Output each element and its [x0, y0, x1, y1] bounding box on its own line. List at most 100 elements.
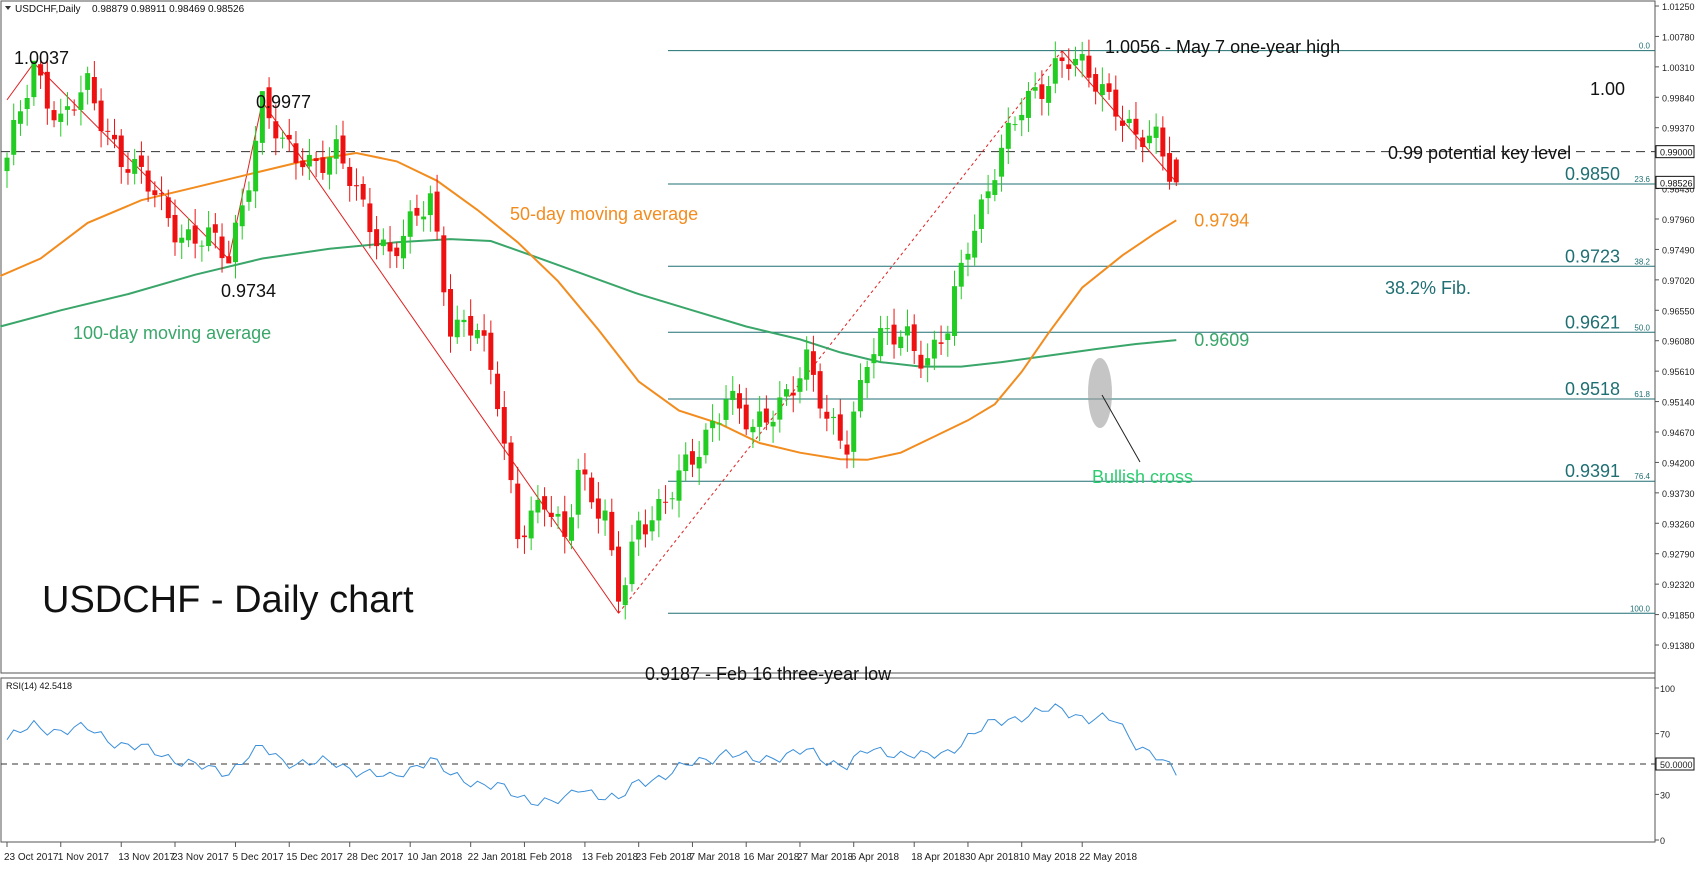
candle-body: [1046, 86, 1052, 103]
fib-ratio-label: 0.0: [1639, 42, 1651, 51]
rsi-layer: RSI(14) 42.5418: [6, 681, 1177, 807]
rsi-midline-box: [1655, 757, 1695, 771]
candle-body: [300, 160, 306, 168]
header-dropdown-icon[interactable]: [5, 6, 11, 10]
candle-body: [1086, 55, 1092, 78]
axis-layer: 1.01250 1.00780 1.00310 0.99840 0.99370 0.984…: [4, 2, 1695, 863]
candle-body: [622, 585, 628, 606]
candle-body: [253, 140, 259, 192]
candle-body: [199, 245, 205, 247]
candle-body: [676, 470, 682, 501]
date-tick-label: 1 Feb 2018: [521, 852, 572, 863]
candle-body: [602, 510, 608, 521]
candle-body: [992, 180, 998, 195]
rsi-label: RSI(14) 42.5418: [6, 681, 72, 691]
price-tick-label: 0.93730: [1662, 489, 1695, 499]
price-tick-label: 0.93260: [1662, 519, 1695, 529]
candle-body: [575, 469, 581, 515]
candle-body: [165, 197, 171, 219]
candle-body: [1167, 153, 1173, 182]
date-tick-label: 23 Oct 2017: [4, 852, 59, 863]
fib-ratio-label: 76.4: [1634, 472, 1650, 481]
candle-body: [743, 404, 749, 430]
candle-body: [340, 135, 346, 164]
price-tick-label: 0.97490: [1662, 245, 1695, 255]
fib-price-label: 0.9723: [1565, 246, 1620, 266]
candle-body: [4, 157, 10, 172]
candle-body: [629, 541, 635, 585]
candle-body: [58, 113, 64, 122]
candle-body: [380, 239, 386, 247]
fib-ratio-label: 38.2: [1634, 257, 1650, 266]
candle-body: [642, 524, 648, 535]
candle-body: [91, 77, 97, 104]
annotation-may-high: 1.0056 - May 7 one-year high: [1105, 37, 1340, 57]
candle-body: [1039, 84, 1045, 99]
candle-body: [669, 498, 675, 500]
candle-body: [784, 389, 790, 397]
rsi-tick-label: 0: [1660, 836, 1665, 846]
candle-body: [804, 349, 810, 380]
candle-body: [320, 157, 326, 173]
candle-body: [844, 444, 850, 455]
annotation-level-100: 1.00: [1590, 79, 1625, 99]
candle-body: [790, 392, 796, 396]
candle-body: [85, 73, 91, 90]
candle-body: [710, 420, 716, 429]
candle-body: [723, 399, 729, 420]
current-price-box: [1655, 175, 1695, 189]
trendline-segment: [1061, 50, 1177, 183]
candle-body: [138, 155, 144, 167]
candle-layer: [4, 39, 1179, 620]
candle-body: [495, 373, 501, 410]
candle-body: [313, 158, 319, 162]
candle-body: [44, 71, 50, 109]
candle-body: [1079, 54, 1085, 61]
trendline-segment: [261, 101, 619, 614]
candle-body: [51, 110, 57, 121]
candle-body: [864, 366, 870, 384]
candle-body: [656, 499, 662, 521]
candle-body: [1133, 118, 1139, 135]
price-tick-label: 0.99840: [1662, 93, 1695, 103]
candle-body: [105, 130, 111, 132]
grid-layer: [1, 151, 1655, 765]
candle-body: [945, 333, 951, 340]
fib-price-label: 0.9518: [1565, 379, 1620, 399]
candle-body: [918, 354, 924, 369]
price-tick-label: 0.96080: [1662, 337, 1695, 347]
candle-body: [824, 411, 830, 419]
candle-body: [562, 511, 568, 537]
candle-body: [1173, 159, 1179, 183]
candle-body: [515, 483, 521, 540]
date-tick-label: 22 Jan 2018: [468, 852, 523, 863]
candle-body: [414, 207, 420, 216]
candle-body: [353, 185, 359, 187]
candle-body: [1140, 137, 1146, 148]
candle-body: [542, 496, 548, 510]
candle-body: [125, 169, 131, 173]
annotation-key-level: 0.99 potential key level: [1388, 143, 1571, 163]
candle-body: [972, 230, 978, 258]
price-tick-label: 0.92320: [1662, 580, 1695, 590]
candle-body: [280, 137, 286, 139]
candle-body: [11, 119, 17, 155]
candle-body: [259, 91, 265, 143]
price-tick-label: 1.01250: [1662, 2, 1695, 12]
rsi-line: [6, 703, 1177, 807]
date-tick-label: 7 Mar 2018: [689, 852, 740, 863]
candle-body: [891, 324, 897, 345]
candle-body: [474, 329, 480, 339]
candle-body: [696, 456, 702, 469]
annotation-dec-high: 0.9977: [256, 92, 311, 112]
legend-ma50: 50-day moving average: [510, 204, 698, 224]
candle-body: [1120, 120, 1126, 126]
candle-body: [985, 191, 991, 199]
candle-body: [770, 421, 776, 427]
ma100-line: [0, 238, 1177, 368]
candle-body: [716, 423, 722, 425]
date-tick-label: 23 Feb 2018: [636, 852, 693, 863]
candle-body: [965, 253, 971, 260]
candle-body: [468, 315, 474, 336]
